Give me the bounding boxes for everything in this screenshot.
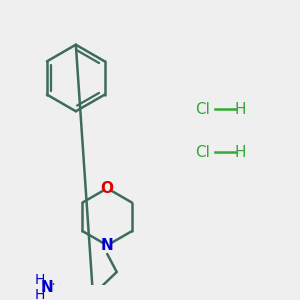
Text: N: N bbox=[101, 238, 114, 253]
Text: O: O bbox=[101, 181, 114, 196]
Text: H: H bbox=[34, 273, 45, 286]
Text: H: H bbox=[235, 145, 246, 160]
Text: H: H bbox=[235, 102, 246, 117]
Text: Cl: Cl bbox=[195, 102, 210, 117]
Text: Cl: Cl bbox=[195, 145, 210, 160]
Text: H: H bbox=[34, 288, 45, 300]
Text: N: N bbox=[41, 280, 54, 295]
